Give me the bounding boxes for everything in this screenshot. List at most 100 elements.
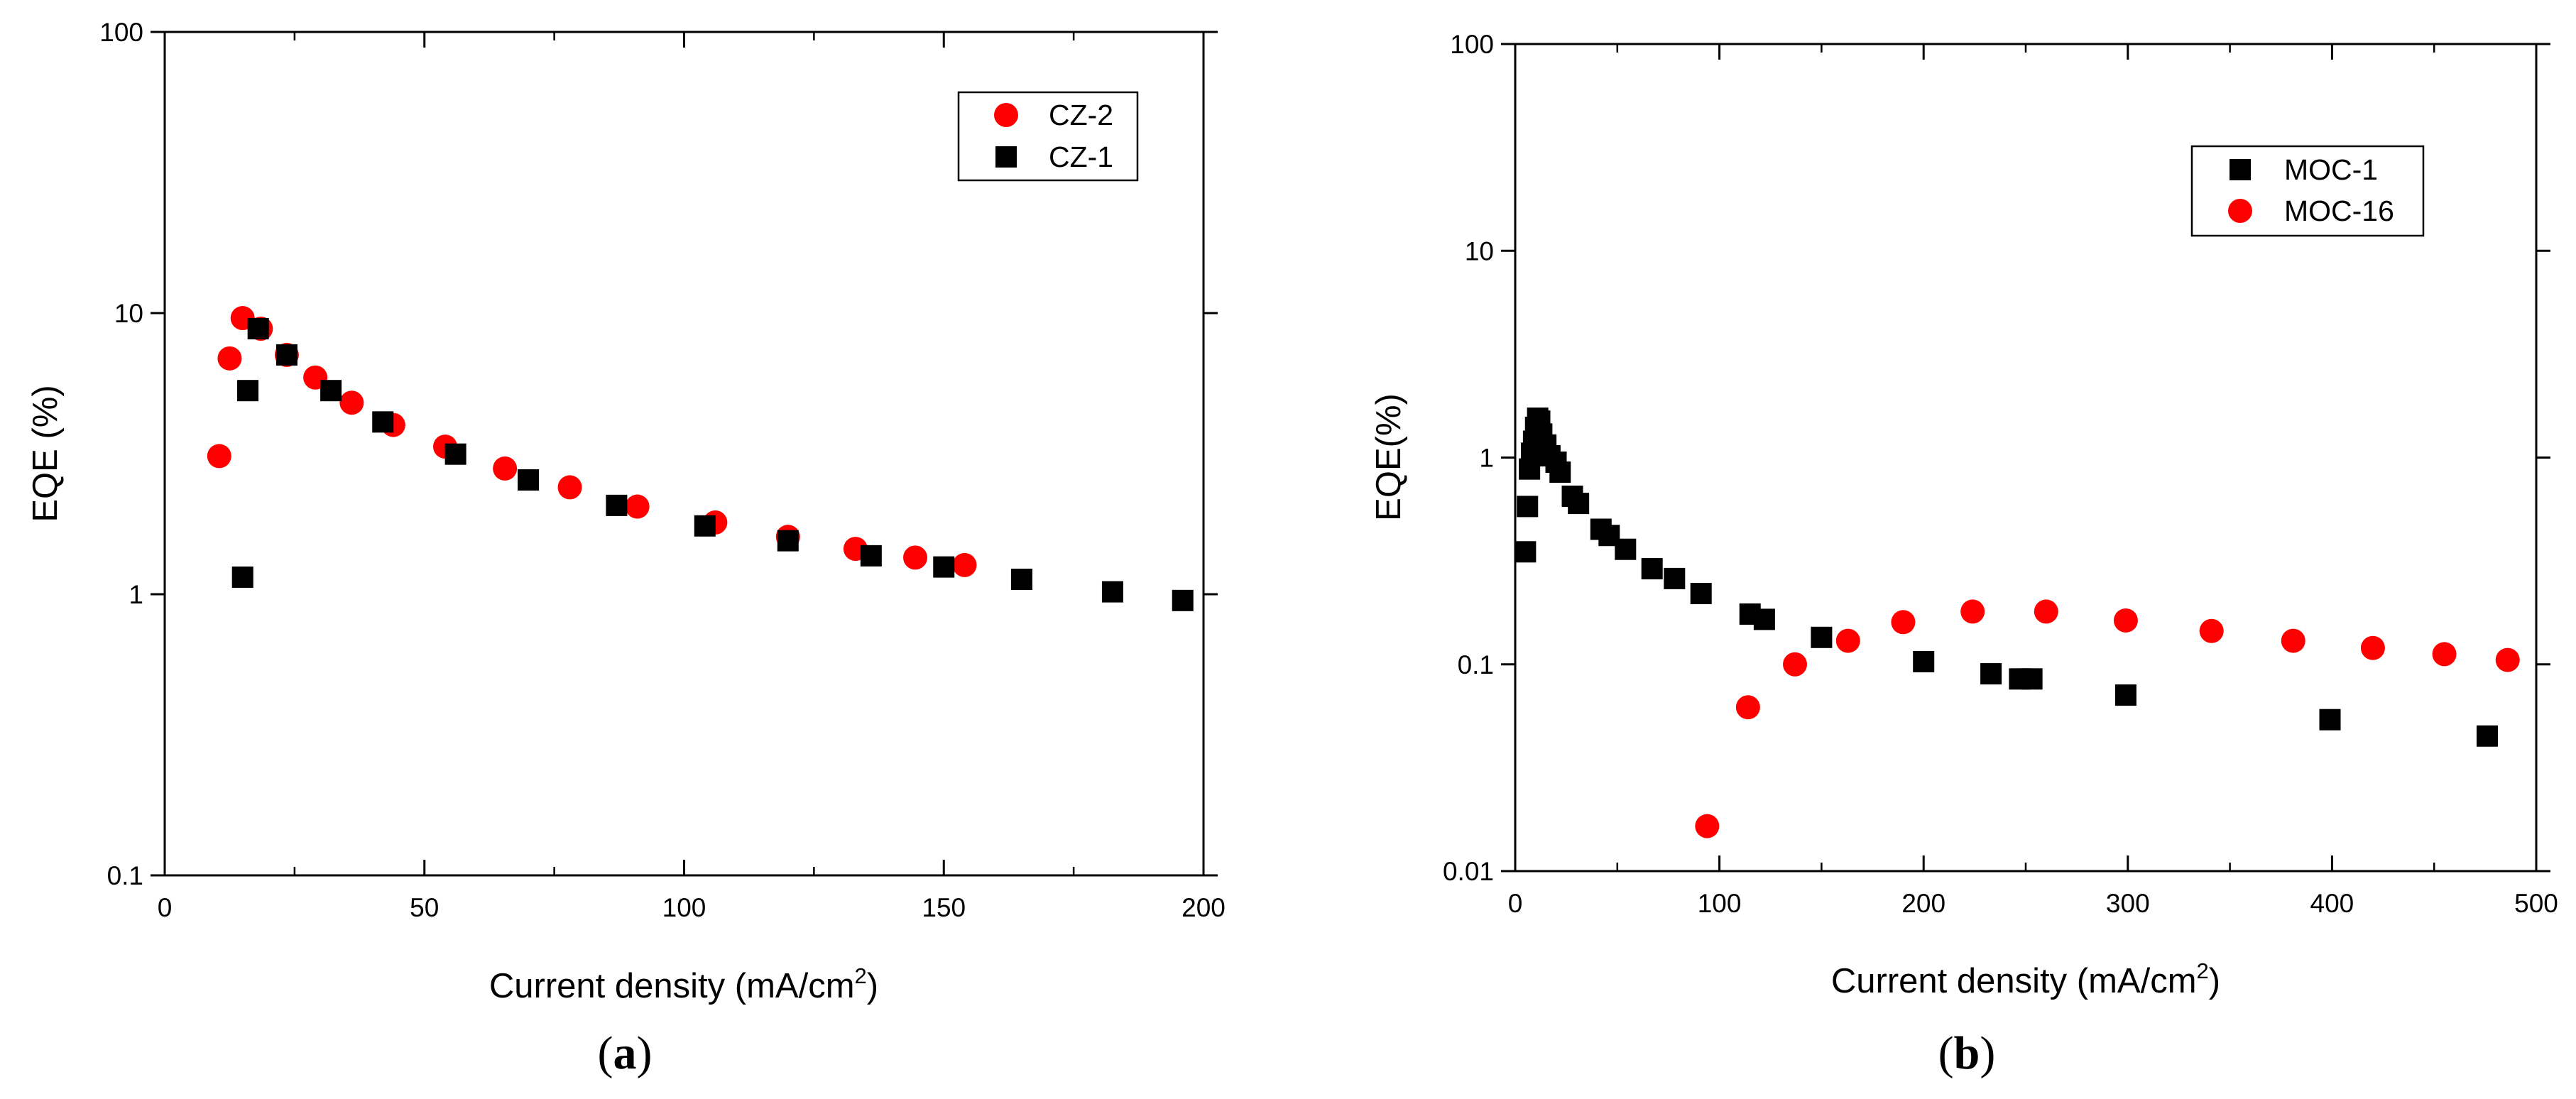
x-tick-label: 500	[2514, 889, 2558, 918]
x-tick-label: 100	[1698, 889, 1742, 918]
legend-marker-moc-1	[2230, 159, 2251, 180]
cz-2-point	[557, 475, 582, 500]
panel-a-y-ticks: 0.1 1 10 100	[99, 18, 1218, 890]
panel-a-x-axis-title: Current density (mA/cm2)	[489, 963, 878, 1005]
legend-label-moc-1: MOC-1	[2284, 153, 2378, 186]
moc-16-point	[2281, 628, 2305, 653]
cz-1-point	[231, 566, 253, 588]
legend-marker-cz-1	[995, 146, 1017, 168]
cz-1-point	[275, 344, 298, 366]
moc-1-point	[1641, 558, 1663, 580]
moc-16-point	[2495, 647, 2520, 672]
moc-1-point	[1913, 651, 1935, 673]
moc-1-point	[1549, 461, 1571, 483]
cz-1-point	[247, 317, 269, 339]
moc-1-point	[1753, 608, 1775, 630]
moc-16-point	[2199, 618, 2224, 643]
legend-label-moc-16: MOC-16	[2284, 195, 2394, 227]
moc-16-point	[1891, 610, 1916, 635]
panel-b-x-ticks: 0 100 200 300 400 500	[1508, 44, 2558, 918]
panel-b-chart: 0 100 200 300 400 500 0.01 0.1 1 10 100 Current d…	[1370, 30, 2558, 1079]
x-tick-label: 400	[2310, 889, 2354, 918]
panel-b-label: (b)	[1938, 1027, 1996, 1079]
legend-marker-moc-16	[2228, 199, 2252, 223]
x-tick-label: 300	[2106, 889, 2150, 918]
cz-1-point	[444, 443, 466, 465]
moc-1-point	[1664, 567, 1686, 589]
cz-1-point	[1101, 581, 1123, 603]
cz-1-point	[1172, 589, 1194, 611]
moc-16-point	[1960, 599, 1985, 624]
cz-1-point	[933, 556, 955, 578]
x-tick-label: 0	[1508, 889, 1523, 918]
moc-16-point	[1695, 814, 1720, 838]
y-tick-label: 100	[99, 18, 143, 47]
legend-label-cz-1: CZ-1	[1049, 141, 1113, 173]
cz-2-point	[217, 346, 242, 371]
moc-1-point	[1517, 496, 1539, 518]
y-tick-label: 1	[129, 580, 143, 609]
panel-a-data-marks	[207, 306, 1194, 611]
panel-a-y-axis-title: EQE (%)	[26, 385, 65, 522]
y-tick-label: 0.1	[1458, 650, 1494, 679]
cz-2-point	[493, 456, 518, 481]
legend-label-cz-2: CZ-2	[1049, 99, 1113, 131]
moc-16-point	[2034, 599, 2058, 624]
moc-16-point	[2360, 635, 2385, 660]
panel-b-y-axis-title: EQE(%)	[1370, 393, 1408, 521]
moc-16-point	[1783, 652, 1808, 677]
moc-1-point	[2114, 684, 2136, 706]
moc-1-point	[2476, 725, 2498, 747]
moc-16-point	[2113, 608, 2138, 633]
panel-b-legend: MOC-1 MOC-16	[2190, 145, 2425, 237]
x-tick-label: 100	[662, 893, 706, 922]
cz-1-point	[694, 515, 716, 537]
legend-marker-cz-2	[994, 103, 1018, 127]
panel-b-data-marks	[1515, 408, 2520, 838]
cz-2-point	[903, 545, 928, 570]
moc-1-point	[2319, 709, 2341, 731]
y-tick-label: 1	[1479, 444, 1494, 473]
x-tick-label: 200	[1901, 889, 1945, 918]
moc-16-point	[1835, 628, 1860, 653]
moc-1-point	[1811, 626, 1833, 648]
y-tick-label: 100	[1450, 30, 1494, 59]
panel-a-chart: 0 50 100 150 200 0.1 1 10 100 Current density (…	[26, 18, 1226, 1079]
cz-2-point	[207, 444, 231, 469]
cz-1-point	[372, 411, 394, 433]
cz-1-point	[860, 545, 882, 567]
cz-1-point	[320, 380, 342, 402]
y-tick-label: 0.01	[1443, 857, 1494, 886]
panel-b-x-axis-title: Current density (mA/cm2)	[1831, 958, 2220, 1000]
panel-b-y-ticks: 0.01 0.1 1 10 100	[1443, 30, 2550, 886]
panel-a-legend: CZ-2 CZ-1	[957, 91, 1139, 182]
x-tick-label: 150	[922, 893, 966, 922]
moc-1-point	[1515, 541, 1537, 563]
x-tick-label: 0	[158, 893, 173, 922]
x-tick-label: 50	[410, 893, 439, 922]
x-tick-label: 200	[1181, 893, 1226, 922]
legend-box	[957, 91, 1139, 182]
cz-1-point	[237, 380, 259, 402]
y-tick-label: 10	[1465, 236, 1494, 266]
moc-16-point	[1735, 695, 1760, 720]
cz-1-point	[777, 530, 799, 552]
y-tick-label: 0.1	[107, 861, 143, 890]
y-tick-label: 10	[114, 299, 143, 328]
cz-2-point	[952, 552, 977, 577]
moc-16-point	[2432, 642, 2457, 667]
moc-1-point	[2021, 668, 2043, 690]
cz-2-point	[339, 390, 364, 415]
moc-1-point	[1615, 538, 1637, 560]
cz-1-point	[1010, 568, 1032, 590]
cz-1-point	[518, 469, 540, 491]
cz-1-point	[606, 494, 628, 516]
panel-a-label: (a)	[598, 1027, 653, 1079]
panel-a-x-ticks: 0 50 100 150 200	[158, 32, 1226, 922]
cz-2-point	[625, 494, 650, 519]
moc-1-point	[1980, 663, 2002, 685]
moc-1-point	[1568, 493, 1590, 515]
moc-1-point	[1690, 583, 1712, 605]
